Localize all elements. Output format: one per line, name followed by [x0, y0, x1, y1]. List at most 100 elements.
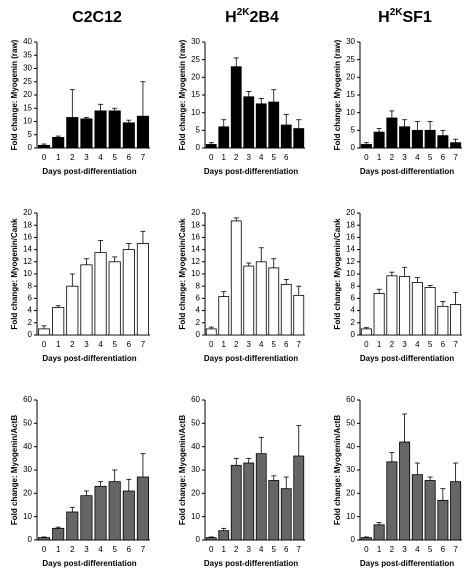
- x-tick-label: 3: [247, 340, 252, 349]
- chart: 0 10 20 30 40 50 60 Fold change: Myogenin/ActB 0…: [10, 395, 150, 568]
- bar: [450, 142, 462, 149]
- y-tick-label: 10: [191, 269, 200, 278]
- bar: [424, 480, 436, 541]
- chart: 0 10 20 30 40 50 60 Fold change: Myogenin/ActB 0…: [178, 395, 305, 568]
- y-tick-label: 12: [346, 257, 355, 266]
- y-tick-label: 40: [191, 442, 200, 451]
- bar: [411, 282, 423, 336]
- x-tick-label: 2: [390, 340, 395, 349]
- x-tick-label: 4: [415, 153, 420, 162]
- x-tick-label: 3: [84, 340, 89, 349]
- y-tick-label: 60: [346, 395, 355, 404]
- x-axis-label: Days post-differentiation: [360, 559, 454, 568]
- bar: [94, 110, 107, 149]
- x-tick-label: 6: [127, 153, 132, 162]
- bar: [52, 527, 65, 541]
- y-tick-label: 30: [191, 37, 200, 46]
- y-tick-label: 6: [28, 294, 33, 303]
- y-axis-label: Fold change: Myogenin/ActB: [178, 415, 187, 525]
- y-tick-label: 25: [23, 77, 32, 86]
- title-part: 2K: [237, 7, 251, 18]
- bar: [205, 537, 217, 541]
- y-tick-label: 50: [23, 418, 32, 427]
- y-tick-label: 18: [191, 220, 200, 229]
- y-tick-label: 8: [196, 281, 201, 290]
- y-tick-label: 30: [23, 465, 32, 474]
- y-tick-label: 0: [351, 330, 356, 339]
- title-part: SF1: [403, 9, 432, 26]
- x-tick-label: 7: [141, 340, 146, 349]
- bar: [386, 275, 398, 336]
- x-axis-label: Days post-differentiation: [204, 167, 298, 176]
- x-tick-label: 5: [428, 340, 433, 349]
- title-part: H: [225, 9, 237, 26]
- y-tick-label: 6: [351, 294, 356, 303]
- x-tick-label: 6: [284, 153, 289, 162]
- bar: [424, 287, 436, 336]
- x-tick-label: 1: [377, 153, 382, 162]
- y-tick-label: 2: [196, 318, 201, 327]
- y-tick-label: 18: [346, 220, 355, 229]
- y-tick-label: 20: [23, 208, 32, 217]
- y-tick-label: 20: [191, 208, 200, 217]
- x-tick-label: 1: [56, 153, 61, 162]
- column-title: H2K2B4: [225, 7, 279, 26]
- y-tick-label: 25: [346, 55, 355, 64]
- y-tick-label: 0: [28, 143, 33, 152]
- y-tick-label: 10: [191, 108, 200, 117]
- x-axis-label: Days post-differentiation: [42, 354, 136, 363]
- x-tick-label: 2: [70, 340, 75, 349]
- y-tick-label: 15: [346, 90, 355, 99]
- y-axis-label: Fold change: Myogenin (raw): [333, 39, 342, 150]
- bar: [280, 488, 292, 541]
- y-tick-label: 10: [346, 512, 355, 521]
- y-tick-label: 15: [191, 90, 200, 99]
- x-tick-label: 3: [402, 153, 407, 162]
- y-tick-label: 10: [23, 269, 32, 278]
- x-tick-label: 4: [415, 340, 420, 349]
- y-tick-label: 0: [28, 330, 33, 339]
- y-tick-label: 0: [351, 143, 356, 152]
- y-tick-label: 0: [196, 535, 201, 544]
- y-tick-label: 10: [191, 512, 200, 521]
- x-tick-label: 6: [441, 545, 446, 554]
- x-tick-label: 0: [42, 545, 47, 554]
- x-tick-label: 6: [284, 340, 289, 349]
- x-tick-label: 4: [98, 340, 103, 349]
- title-part: C2C12: [72, 9, 122, 26]
- y-tick-label: 6: [196, 294, 201, 303]
- y-tick-label: 20: [23, 90, 32, 99]
- x-tick-label: 5: [428, 153, 433, 162]
- y-tick-label: 0: [196, 143, 201, 152]
- x-tick-label: 3: [84, 545, 89, 554]
- chart: 0 10 20 30 40 50 60 Fold change: Myogenin/ActB 0…: [333, 395, 462, 568]
- bar: [52, 136, 65, 149]
- y-tick-label: 5: [28, 130, 33, 139]
- bar: [66, 285, 79, 336]
- bar: [205, 328, 217, 336]
- y-tick-label: 14: [191, 245, 200, 254]
- title-part: 2B4: [250, 9, 279, 26]
- y-tick-label: 35: [23, 50, 32, 59]
- x-axis-label: Days post-differentiation: [204, 559, 298, 568]
- bar: [293, 294, 305, 336]
- y-tick-label: 18: [23, 220, 32, 229]
- y-tick-label: 0: [351, 535, 356, 544]
- bar: [218, 126, 230, 149]
- x-tick-label: 5: [112, 545, 117, 554]
- bar: [399, 126, 411, 149]
- x-tick-label: 7: [297, 545, 302, 554]
- x-tick-label: 3: [402, 545, 407, 554]
- x-tick-label: 7: [141, 545, 146, 554]
- bar: [94, 252, 107, 336]
- y-tick-label: 40: [23, 442, 32, 451]
- x-tick-label: 7: [141, 153, 146, 162]
- bar: [94, 485, 107, 541]
- x-tick-label: 3: [402, 340, 407, 349]
- bar: [386, 117, 398, 149]
- y-axis-label: Fold change: Myogenin/Cank: [333, 218, 342, 330]
- bar: [108, 481, 121, 541]
